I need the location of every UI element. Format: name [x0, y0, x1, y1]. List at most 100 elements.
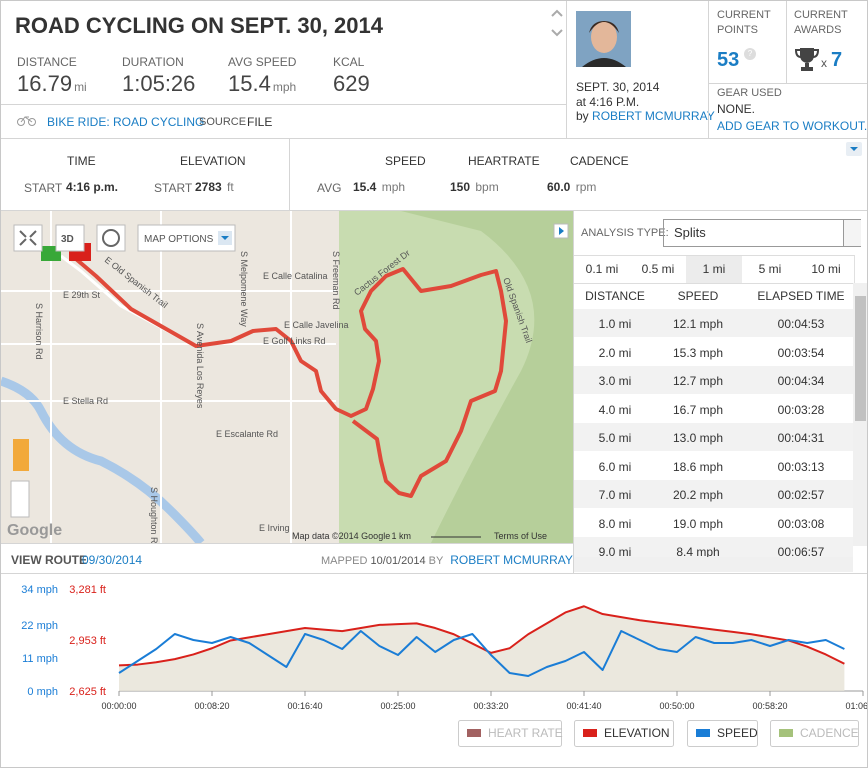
terms[interactable]: Terms of Use [494, 531, 547, 541]
split-cell: 4.0 mi [598, 402, 632, 417]
split-tab[interactable]: 1 mi [686, 255, 743, 284]
series-line [118, 605, 845, 667]
split-tab[interactable]: 10 mi [798, 255, 855, 284]
street-label: S Melpomene Way [239, 251, 249, 327]
view-route[interactable]: VIEW ROUTE [11, 553, 88, 567]
select-arrow[interactable] [843, 220, 861, 246]
attribution: Map data ©2014 Google [292, 531, 390, 541]
source: FILE [247, 115, 273, 129]
split-cell: 00:04:31 [777, 431, 825, 445]
split-cell: 00:03:13 [777, 459, 825, 474]
split-cell: 00:04:34 [777, 374, 825, 388]
legend-label[interactable]: CADENCE [800, 726, 859, 740]
column-header: ELAPSED TIME [757, 289, 845, 303]
unit: rpm [575, 180, 597, 194]
help-icon[interactable]: ? [744, 48, 756, 60]
heartrate-label: HEARTRATE [468, 154, 540, 168]
y-tick-label: 22 mph [21, 620, 58, 632]
profile-name[interactable]: ROBERT MCMURRAY [592, 109, 715, 123]
street-label: E Irving [259, 523, 290, 533]
avg-heartrate: 150 [450, 180, 471, 194]
split-row [574, 451, 853, 480]
activity-link[interactable]: BIKE RIDE: ROAD CYCLING [47, 115, 205, 129]
scroll-arrows[interactable] [550, 7, 564, 39]
legend-button[interactable]: ELEVATION [574, 720, 674, 747]
split-tab[interactable]: 0.5 mi [630, 255, 687, 284]
three-d[interactable]: 3D [61, 234, 74, 245]
split-cell: 3.0 mi [598, 374, 632, 388]
by: by [576, 109, 589, 123]
legend-swatch [467, 729, 481, 737]
awards-label: CURRENT AWARDS [794, 9, 848, 36]
awards-x: x [821, 56, 827, 70]
split-cell: 18.6 mph [672, 459, 724, 474]
split-row [574, 394, 853, 423]
points-label: CURRENT POINTS [717, 9, 771, 36]
split-cell: 19.0 mph [672, 516, 724, 531]
scale: 1 km [391, 531, 411, 541]
bike-icon [17, 116, 36, 126]
map-options[interactable]: MAP OPTIONS [144, 234, 214, 245]
button-frame[interactable] [687, 720, 758, 747]
split-cell: 00:02:57 [777, 488, 825, 502]
split-cell: 1.0 mi [598, 317, 632, 331]
google-logo: Google [7, 522, 62, 539]
analysis-select[interactable]: Splits [663, 219, 861, 247]
profile-date: SEPT. 30, 2014 [576, 80, 660, 94]
y-tick-label: 34 mph [21, 584, 58, 596]
legend-label[interactable]: SPEED [717, 726, 758, 740]
split-cell: 6.0 mi [598, 459, 632, 474]
button-frame[interactable] [574, 720, 674, 747]
street-label: S Freeman Rd [331, 251, 341, 310]
avatar[interactable] [576, 11, 631, 67]
stat-value: 15.4 mph [228, 71, 297, 96]
split-cell: 00:03:28 [777, 402, 825, 417]
x-tick-label: 00:08:20 [194, 701, 229, 711]
split-cell: 00:04:53 [777, 317, 825, 331]
awards-value: 7 [831, 49, 843, 71]
legend-label[interactable]: ELEVATION [604, 726, 670, 740]
split-row [574, 309, 853, 337]
scroll-thumb[interactable] [855, 296, 866, 421]
title: ROAD CYCLING ON SEPT. 30, 2014 [15, 13, 383, 38]
legend-swatch [696, 729, 710, 737]
street-label: E Calle Catalina [263, 271, 328, 281]
split-row [574, 423, 853, 451]
x-tick-label: 00:50:00 [659, 701, 694, 711]
legend-button[interactable]: HEART RATE [458, 720, 563, 747]
street-label: E Escalante Rd [216, 429, 278, 439]
stat-value: 629 [333, 71, 370, 96]
split-tab[interactable]: 0.1 mi [574, 255, 631, 284]
start-elevation: 2783 [195, 180, 222, 194]
analysis-label: ANALYSIS TYPE: [581, 227, 669, 239]
add-gear-link[interactable]: ADD GEAR TO WORKOUT. [717, 119, 868, 133]
split-cell: 5.0 mi [598, 431, 632, 445]
stat-unit: mi [74, 80, 87, 94]
street-label: E 29th St [63, 290, 101, 300]
legend-button[interactable]: SPEED [687, 720, 759, 747]
stat-label: DISTANCE [17, 55, 77, 69]
h-scrollbar[interactable] [574, 557, 853, 572]
series-line [118, 630, 845, 677]
button-frame[interactable] [770, 720, 859, 747]
mapped-label: MAPPED [321, 555, 368, 567]
split-cell: 2.0 mi [598, 345, 632, 360]
legend-label[interactable]: HEART RATE [488, 726, 563, 740]
start-label: START [154, 181, 193, 195]
speed-label: SPEED [385, 154, 426, 168]
split-cell: 12.1 mph [672, 317, 724, 331]
legend-button[interactable]: CADENCE [770, 720, 859, 747]
avg-speed: 15.4 [353, 180, 377, 194]
split-row [574, 480, 853, 508]
stat-label: AVG SPEED [228, 55, 297, 69]
split-tab[interactable]: 5 mi [742, 255, 799, 284]
button-frame[interactable] [458, 720, 562, 747]
mapped-by[interactable]: ROBERT MCMURRAY [450, 553, 573, 567]
split-cell: 00:03:54 [777, 345, 825, 360]
split-cell: 8.4 mph [676, 545, 720, 559]
expand-button[interactable] [846, 142, 862, 156]
stat-label: KCAL [333, 55, 365, 69]
gear-value: NONE. [717, 102, 756, 116]
